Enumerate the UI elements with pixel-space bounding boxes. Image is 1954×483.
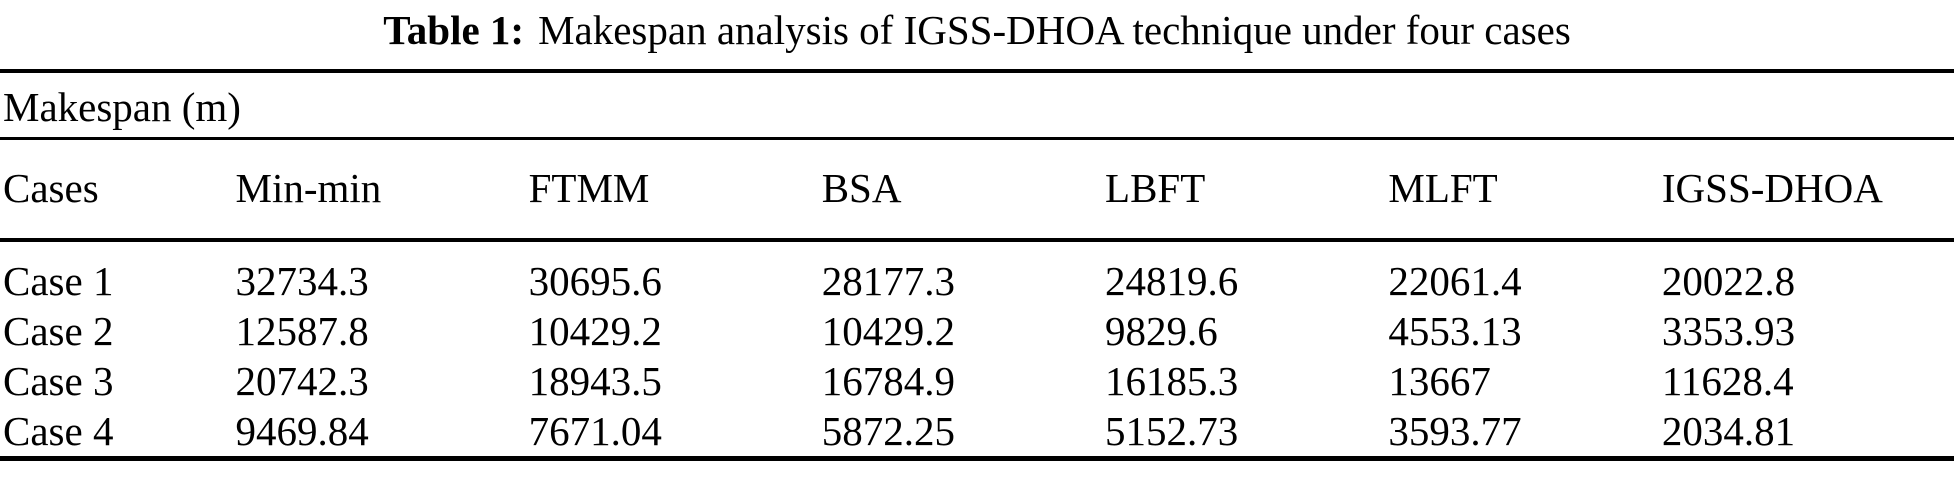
value-cell: 2034.81 <box>1661 408 1796 454</box>
table-row: Case 1 32734.3 30695.6 28177.3 24819.6 2… <box>0 240 1954 306</box>
value-cell: 10429.2 <box>528 308 662 354</box>
value-cell: 18943.5 <box>528 358 662 404</box>
table-caption: Table 1: Makespan analysis of IGSS-DHOA t… <box>0 0 1954 69</box>
column-header-row: Cases Min-min FTMM BSA LBFT MLFT IGSS-DH… <box>0 138 1954 242</box>
table-row: Case 3 20742.3 18943.5 16784.9 16185.3 1… <box>0 356 1954 406</box>
value-cell: 20022.8 <box>1661 258 1796 304</box>
value-cell: 16784.9 <box>821 358 955 404</box>
value-cell: 5152.73 <box>1105 408 1239 454</box>
case-label-cell: Case 4 <box>3 408 114 454</box>
value-cell: 24819.6 <box>1105 258 1239 304</box>
value-cell: 28177.3 <box>821 258 955 304</box>
column-header-bsa: BSA <box>818 138 1103 242</box>
column-header-lbft: LBFT <box>1102 138 1386 242</box>
column-header-igss-dhoa: IGSS-DHOA <box>1658 138 1954 242</box>
value-cell: 30695.6 <box>528 258 662 304</box>
case-label-cell: Case 1 <box>3 258 114 304</box>
column-header-min-min: Min-min <box>232 138 526 242</box>
column-header-mlft: MLFT <box>1385 138 1659 242</box>
value-cell: 3353.93 <box>1661 308 1796 354</box>
value-cell: 9829.6 <box>1105 308 1218 354</box>
makespan-table: Makespan (m) Cases Min-min FTMM BSA LBFT… <box>0 69 1954 471</box>
case-label-cell: Case 2 <box>3 308 114 354</box>
table-row: Case 4 9469.84 7671.04 5872.25 5152.73 3… <box>0 406 1954 459</box>
group-header-row: Makespan (m) <box>0 69 1954 140</box>
value-cell: 4553.13 <box>1388 308 1522 354</box>
value-cell: 10429.2 <box>821 308 955 354</box>
value-cell: 11628.4 <box>1661 358 1794 404</box>
table-number-label: Table 1: <box>383 7 525 53</box>
value-cell: 7671.04 <box>528 408 662 454</box>
value-cell: 3593.77 <box>1388 408 1522 454</box>
value-cell: 12587.8 <box>235 308 369 354</box>
value-cell: 32734.3 <box>235 258 369 304</box>
case-label-cell: Case 3 <box>3 358 114 404</box>
value-cell: 5872.25 <box>821 408 955 454</box>
group-header-cell: Makespan (m) <box>0 69 1954 140</box>
value-cell: 22061.4 <box>1388 258 1522 304</box>
column-header-cases: Cases <box>0 138 233 242</box>
table-caption-text: Makespan analysis of IGSS-DHOA technique… <box>538 7 1571 53</box>
value-cell: 20742.3 <box>235 358 369 404</box>
value-cell: 13667 <box>1388 358 1491 404</box>
column-header-ftmm: FTMM <box>525 138 819 242</box>
bottom-rule <box>0 456 1954 471</box>
table-row: Case 2 12587.8 10429.2 10429.2 9829.6 45… <box>0 306 1954 356</box>
value-cell: 16185.3 <box>1105 358 1239 404</box>
value-cell: 9469.84 <box>235 408 369 454</box>
